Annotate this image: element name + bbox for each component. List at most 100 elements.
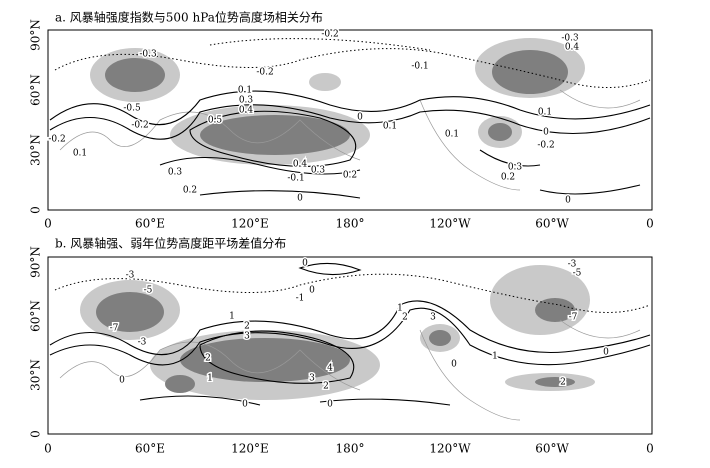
tick-label: 180° xyxy=(336,442,365,456)
contour-label: 0 xyxy=(603,348,609,358)
contour-label: -1 xyxy=(296,294,305,304)
contour-label: 0 xyxy=(327,400,333,410)
coastline xyxy=(59,319,641,421)
contour-label: 3 xyxy=(309,374,315,384)
contour-label: 0.3 xyxy=(508,163,523,173)
contour-label: 0.2 xyxy=(501,173,515,183)
contour-label: 0.5 xyxy=(208,116,223,126)
tick-label: 90°N xyxy=(29,19,43,51)
contour-label: -3 xyxy=(126,271,135,281)
contour-label: 0 xyxy=(451,360,457,370)
contour-label: 0 xyxy=(297,194,303,204)
contour-label: 0.1 xyxy=(383,122,397,132)
significance-shading xyxy=(429,330,451,346)
significance-shading xyxy=(309,73,341,91)
contour-label: 0.3 xyxy=(168,168,183,178)
contour-label: 0 xyxy=(565,196,571,206)
coastline xyxy=(59,89,641,191)
contour-label: 0 xyxy=(119,376,125,386)
contour-label: 2 xyxy=(244,322,250,332)
contour-label: 0.2 xyxy=(343,171,357,181)
contour-label: -0.2 xyxy=(256,68,273,78)
contour-line xyxy=(199,330,355,384)
contour-label: -5 xyxy=(573,269,582,279)
tick-label: 30°N xyxy=(29,359,43,391)
contour-label: 0.2 xyxy=(183,186,197,196)
contour-line xyxy=(139,262,451,406)
contour-label: 3 xyxy=(244,332,250,342)
tick-label: 90°N xyxy=(29,246,43,278)
panel-b: b. 风暴轴强、弱年位势高度距平场差值分布 0 60°E 120°E 180° … xyxy=(29,236,654,456)
contour-label: 1 xyxy=(207,374,213,384)
significance-shading xyxy=(492,50,568,94)
tick-label: 0 xyxy=(29,430,43,438)
contour-label: -0.3 xyxy=(561,34,579,44)
contour-label: 2 xyxy=(402,313,408,323)
contour-label: 0.4 xyxy=(565,43,580,53)
contour-label: 0 xyxy=(309,286,315,296)
tick-label: 0 xyxy=(29,206,43,214)
contour-label: 0.3 xyxy=(239,96,254,106)
tick-label: 120°W xyxy=(429,217,471,231)
contour-line xyxy=(49,90,651,126)
contour-line xyxy=(189,110,357,167)
panel-a: a. 风暴轴强度指数与500 hPa位势高度场相关分布 0 60°E 120°E… xyxy=(29,10,654,231)
contour-label: 1 xyxy=(397,304,403,314)
tick-label: 60°N xyxy=(29,74,43,106)
significance-shading xyxy=(105,58,165,92)
contour-label: 0.1 xyxy=(445,130,459,140)
contour-label: -0.2 xyxy=(48,135,65,145)
contour-line xyxy=(49,307,651,366)
contour-label: 2 xyxy=(205,354,211,364)
contour-label: 0.1 xyxy=(238,86,252,96)
tick-label: 30°N xyxy=(29,134,43,166)
contour-label: -7 xyxy=(569,313,578,323)
contour-line xyxy=(49,104,651,140)
tick-label: 60°W xyxy=(535,442,569,456)
contour-label: 0 xyxy=(357,113,363,123)
contour-label: 0.1 xyxy=(73,149,87,159)
panel-title: b. 风暴轴强、弱年位势高度距平场差值分布 xyxy=(55,236,286,251)
significance-shading xyxy=(165,375,195,393)
contour-label: 0.3 xyxy=(311,166,326,176)
contour-label: 0 xyxy=(543,128,549,138)
contour-label: 0.4 xyxy=(293,160,308,170)
contour-label: -0.5 xyxy=(123,104,141,114)
contour-label: 0.4 xyxy=(239,106,254,116)
tick-label: 120°W xyxy=(429,442,471,456)
y-tick-labels: 0 30°N 60°N 90°N xyxy=(29,246,43,438)
contour-labels: -0.3 -0.2 -0.2 -0.1 -0.3 0.4 -0.5 -0.2 0… xyxy=(47,28,581,207)
contour-line xyxy=(159,149,641,199)
contour-line xyxy=(49,300,651,356)
contour-label: -3 xyxy=(138,338,147,348)
contour-label: -0.3 xyxy=(139,50,157,60)
tick-label: 120°E xyxy=(231,442,269,456)
panel-title: a. 风暴轴强度指数与500 hPa位势高度场相关分布 xyxy=(55,10,323,25)
contour-label: 2 xyxy=(560,378,566,388)
significance-shading xyxy=(488,123,512,141)
x-tick-labels: 0 60°E 120°E 180° 120°W 60°W 0 xyxy=(44,217,654,231)
contour-label: -0.1 xyxy=(287,174,304,184)
tick-label: 60°W xyxy=(535,217,569,231)
tick-label: 60°E xyxy=(135,442,165,456)
contour-label: 3 xyxy=(430,313,436,323)
contour-label: 1 xyxy=(229,312,235,322)
contour-label: -0.2 xyxy=(321,30,338,40)
contour-label: -0.2 xyxy=(537,141,554,151)
contour-label: 0.1 xyxy=(538,108,552,118)
tick-label: 0 xyxy=(44,217,52,231)
negative-contour xyxy=(54,273,651,313)
significance-shading xyxy=(96,292,164,332)
contour-label: -0.2 xyxy=(131,121,148,131)
tick-label: 0 xyxy=(646,217,654,231)
x-tick-labels: 0 60°E 120°E 180° 120°W 60°W 0 xyxy=(44,442,654,456)
significance-shading xyxy=(180,338,350,382)
negative-contour xyxy=(54,38,651,88)
significance-shading xyxy=(535,298,575,322)
contour-label: 2 xyxy=(323,382,329,392)
contour-label: 0 xyxy=(242,400,248,410)
contour-label: 1 xyxy=(492,352,498,362)
tick-label: 120°E xyxy=(231,217,269,231)
tick-label: 60°N xyxy=(29,300,43,332)
